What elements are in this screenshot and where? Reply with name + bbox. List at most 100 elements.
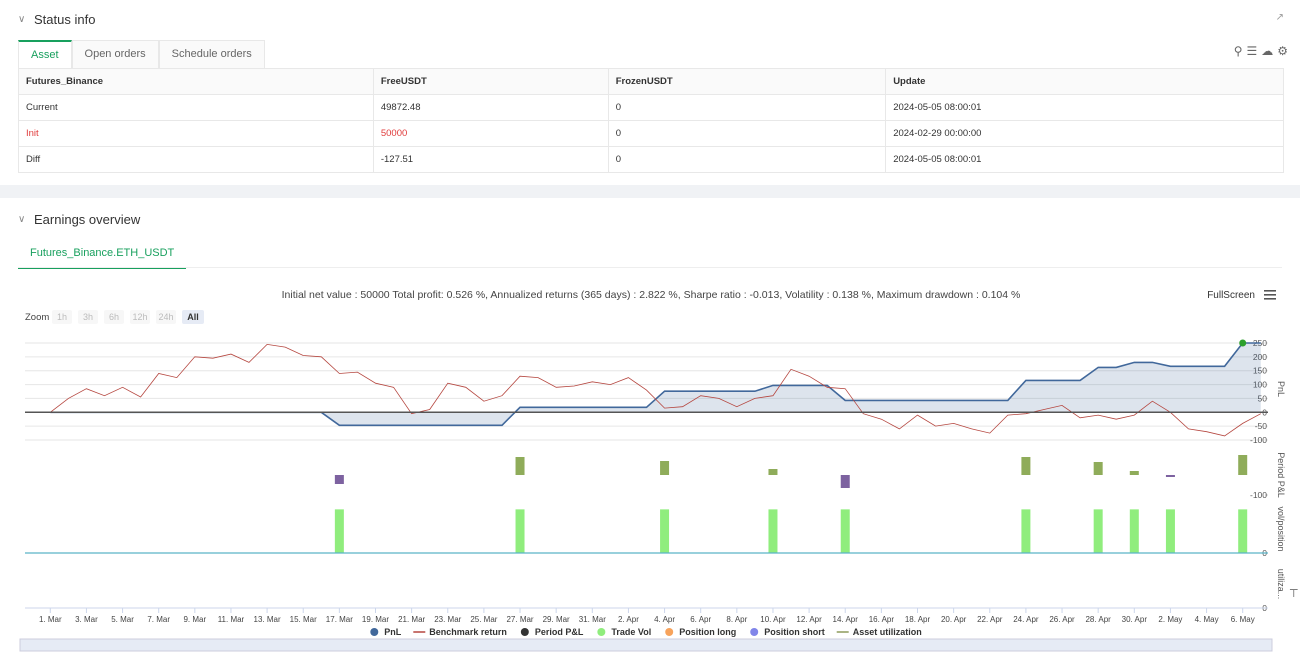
- tab[interactable]: Schedule orders: [158, 40, 265, 68]
- bar: [660, 509, 670, 553]
- zoom-button[interactable]: [52, 310, 72, 324]
- legend-symbol: [750, 628, 759, 636]
- legend-label[interactable]: Asset utilization: [853, 627, 922, 637]
- y-tick-label: 50: [1258, 393, 1268, 403]
- bar: [1093, 509, 1103, 553]
- header-cell: FrozenUSDT: [607, 68, 887, 95]
- zoom-button[interactable]: [182, 310, 204, 324]
- zoom-button-label: 3h: [83, 312, 93, 322]
- x-tick-label: 22. Apr: [977, 615, 1003, 624]
- x-tick-label: 16. Apr: [869, 615, 895, 624]
- x-tick-label: 30. Apr: [1122, 615, 1148, 624]
- zoom-button[interactable]: [156, 310, 176, 324]
- axis-title: PnL: [1276, 381, 1286, 397]
- cell: -127.51: [372, 146, 609, 173]
- row: Diff -127.51 0 2024-05-05 08:00:01: [18, 146, 1284, 173]
- bar: [840, 475, 850, 488]
- x-tick-label: 3. Mar: [75, 615, 98, 624]
- collapse-icon[interactable]: ∨: [18, 214, 26, 225]
- line: [50, 342, 1261, 427]
- header-cell: Update: [885, 68, 1284, 95]
- axis-title: vol/position: [1276, 506, 1286, 551]
- end-marker: [1239, 339, 1247, 347]
- x-tick-label: 20. Apr: [941, 615, 967, 624]
- tab[interactable]: Asset: [18, 40, 72, 68]
- bar: [768, 509, 778, 553]
- x-tick-label: 21. Mar: [398, 615, 425, 624]
- legend-label[interactable]: Position long: [679, 627, 736, 637]
- bar: [1129, 509, 1139, 553]
- header-row: Futures_Binance FreeUSDT FrozenUSDT Update: [18, 68, 1284, 95]
- axis-title: Period P&L: [1276, 452, 1286, 498]
- asset-table: Futures_Binance FreeUSDT FrozenUSDT Update C…: [18, 68, 1284, 173]
- x-tick-label: 28. Apr: [1085, 615, 1111, 624]
- collapse-icon[interactable]: ∨: [18, 14, 26, 25]
- menu-icon[interactable]: [1264, 290, 1276, 300]
- x-tick-label: 6. Apr: [690, 615, 711, 624]
- legend-label[interactable]: PnL: [384, 627, 402, 637]
- x-tick-label: 17. Mar: [326, 615, 353, 624]
- axis-title: utiliza...: [1276, 569, 1286, 600]
- legend: PnL Benchmark return Period P&L Trade Vol Po…: [370, 627, 922, 637]
- x-tick-label: 31. Mar: [579, 615, 606, 624]
- cell: 2024-05-05 08:00:01: [885, 94, 1284, 121]
- bar: [840, 509, 850, 553]
- header-cell: Futures_Binance: [18, 68, 374, 95]
- tabs: Asset Open orders Schedule orders: [18, 40, 265, 68]
- expand-icon[interactable]: ↗: [1275, 12, 1284, 23]
- x-tick-label: 26. Apr: [1049, 615, 1075, 624]
- cell: 0: [607, 146, 887, 173]
- x-tick-label: 25. Mar: [470, 615, 497, 624]
- header-cell: FreeUSDT: [372, 68, 609, 95]
- x-tick-label: 19. Mar: [362, 615, 389, 624]
- x-tick-label: 18. Apr: [905, 615, 931, 624]
- legend-symbol: [597, 628, 606, 636]
- toolbar-icons[interactable]: ⚲☰☁⚙: [1233, 44, 1292, 58]
- navigator[interactable]: [19, 638, 1273, 652]
- zoom-button[interactable]: [104, 310, 124, 324]
- summary: Initial net value : 50000 Total profit: …: [282, 289, 1021, 301]
- bar: [515, 457, 525, 475]
- legend-label[interactable]: Trade Vol: [611, 627, 651, 637]
- y-tick-label: 150: [1253, 366, 1267, 376]
- legend-label[interactable]: Period P&L: [535, 627, 584, 637]
- y-tick-label: -100: [1250, 490, 1267, 500]
- section-title: Earnings overview: [34, 212, 141, 227]
- zoom-button-label: All: [187, 312, 199, 322]
- zoom-label: Zoom: [25, 312, 49, 323]
- x-tick-label: 1. Mar: [39, 615, 62, 624]
- x-tick-label: 13. Mar: [254, 615, 281, 624]
- zoom-button[interactable]: [78, 310, 98, 324]
- cell: Init: [18, 120, 374, 147]
- status-card: ∨ Status info ↗ Asset Open orders Schedule…: [0, 0, 1300, 185]
- legend-symbol: [520, 628, 529, 636]
- bar: [1165, 475, 1175, 477]
- x-tick-label: 4. Apr: [654, 615, 675, 624]
- tab[interactable]: Open orders: [71, 40, 159, 68]
- x-tick-label: 12. Apr: [796, 615, 822, 624]
- zoom-button-label: 1h: [57, 312, 67, 322]
- bar: [1021, 509, 1031, 553]
- y-tick-label: 200: [1253, 352, 1267, 362]
- x-tick-label: 29. Mar: [543, 615, 570, 624]
- bar: [1129, 471, 1139, 475]
- bar: [660, 461, 670, 475]
- collapse-button[interactable]: ⊤: [1289, 588, 1299, 600]
- bar: [1165, 509, 1175, 553]
- y-tick-label: 100: [1253, 380, 1267, 390]
- x-tick-label: 2. Apr: [618, 615, 639, 624]
- zoom-button[interactable]: [130, 310, 150, 324]
- legend-label[interactable]: Position short: [764, 627, 825, 637]
- x-tick-label: 15. Mar: [290, 615, 317, 624]
- divider: [18, 267, 1282, 268]
- fullscreen-button[interactable]: FullScreen: [1207, 290, 1255, 301]
- zoom-button-label: 6h: [109, 312, 119, 322]
- legend-label[interactable]: Benchmark return: [429, 627, 507, 637]
- x-tick-label: 14. Apr: [833, 615, 859, 624]
- x-tick-label: 10. Apr: [760, 615, 786, 624]
- bar: [1238, 455, 1248, 475]
- tab[interactable]: Futures_Binance.ETH_USDT: [18, 239, 187, 269]
- bar: [1238, 509, 1248, 553]
- line: [50, 343, 1261, 437]
